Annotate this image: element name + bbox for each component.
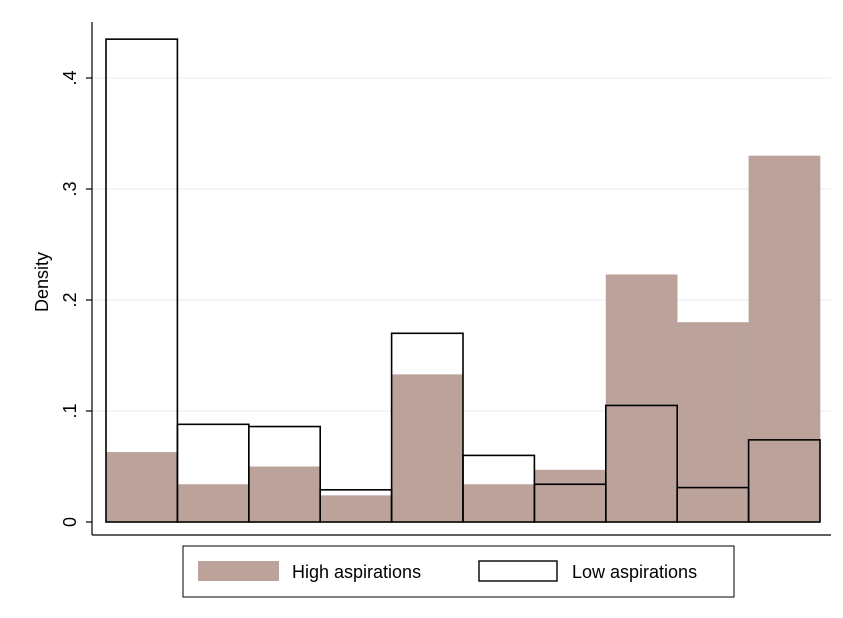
legend-label-high-aspirations: High aspirations — [292, 562, 421, 582]
y-tick-label-2: .2 — [60, 292, 80, 307]
axes — [91, 22, 831, 536]
legend-swatch-low-aspirations — [478, 560, 558, 582]
y-tick-label-0: 0 — [60, 517, 80, 527]
low-aspirations-bar-1 — [105, 38, 179, 523]
high-aspirations-bar-9 — [677, 322, 749, 522]
legend-label-low-aspirations: Low aspirations — [572, 562, 697, 582]
high-aspirations-bars — [106, 155, 821, 522]
y-tick-label-1: .1 — [60, 403, 80, 418]
y-tick-label-3: .3 — [60, 181, 80, 196]
low-aspirations-bar-8 — [604, 404, 678, 523]
high-aspirations-bar-10 — [748, 155, 821, 522]
y-tick-label-4: .4 — [60, 70, 80, 85]
y-axis-title: Density — [32, 252, 52, 312]
low-aspirations-bar-3 — [248, 425, 322, 523]
y-axis-ticks: 0 .1 .2 .3 .4 — [60, 70, 92, 527]
high-aspirations-bar-4 — [320, 495, 392, 522]
high-aspirations-bar-1 — [106, 452, 178, 522]
high-aspirations-bar-6 — [463, 484, 535, 522]
high-aspirations-bar-5 — [391, 374, 464, 522]
high-aspirations-bar-8 — [605, 274, 678, 522]
low-aspirations-bar-10 — [747, 439, 821, 523]
low-aspirations-bars — [105, 38, 821, 523]
low-aspirations-bar-5 — [390, 332, 464, 523]
legend: High aspirations Low aspirations — [182, 545, 735, 598]
legend-swatch-high-aspirations — [198, 561, 279, 581]
high-aspirations-bar-2 — [177, 484, 250, 522]
high-aspirations-bar-7 — [534, 469, 607, 522]
high-aspirations-bar-3 — [248, 466, 321, 522]
